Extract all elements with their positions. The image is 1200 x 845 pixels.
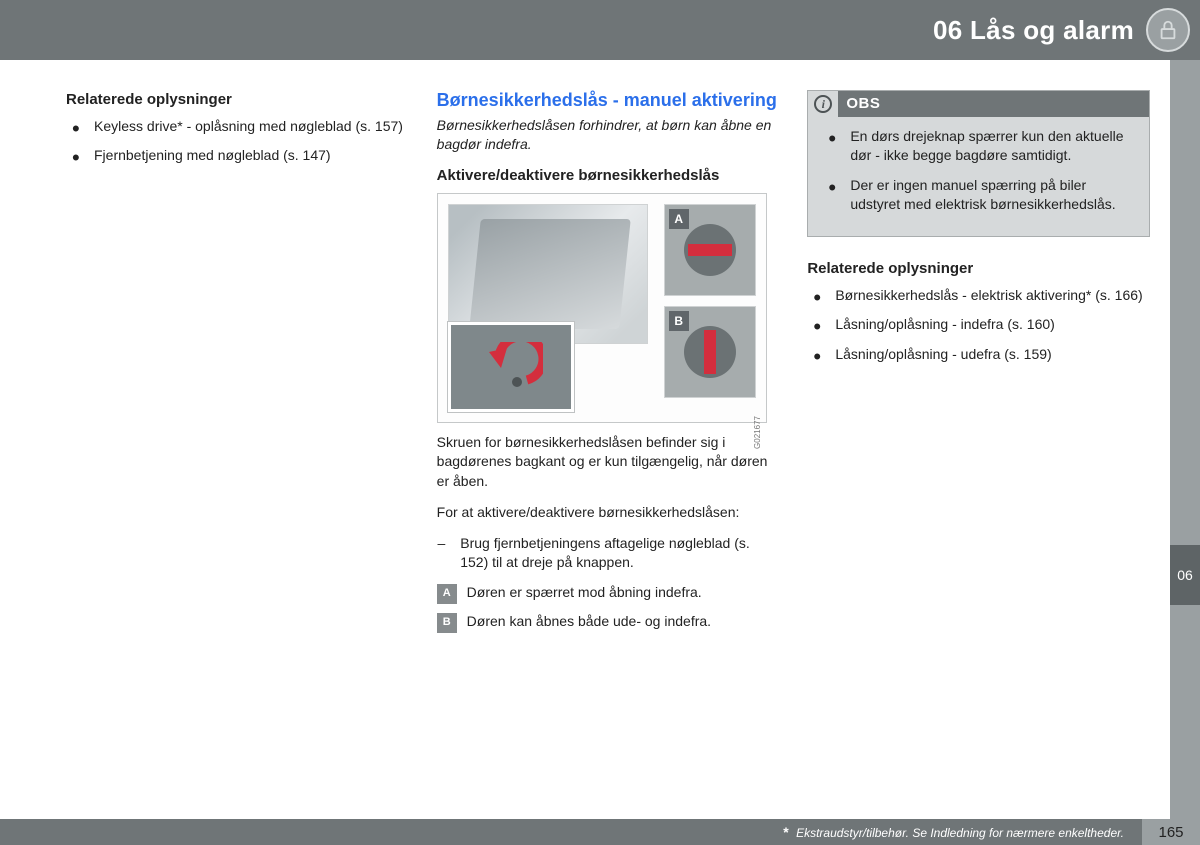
paragraph: Skruen for børnesikkerhedslåsen befinder… — [437, 433, 780, 491]
footnote: * Ekstraudstyr/tilbehør. Se Indledning f… — [783, 824, 1124, 840]
figure-id: G021677 — [752, 416, 763, 449]
section-intro: Børnesikkerhedslåsen forhindrer, at børn… — [437, 116, 780, 155]
footnote-text: Ekstraudstyr/tilbehør. Se Indledning for… — [796, 826, 1124, 840]
tag-b: B — [437, 613, 457, 633]
page-number: 165 — [1142, 819, 1200, 845]
right-sidebar — [1170, 0, 1200, 845]
page-footer: * Ekstraudstyr/tilbehør. Se Indledning f… — [0, 819, 1200, 845]
list-item: Børnesikkerhedslås - elektrisk aktiverin… — [807, 286, 1150, 305]
list-item: Låsning/oplåsning - indefra (s. 160) — [807, 315, 1150, 334]
figure-callout-knob — [448, 322, 574, 412]
info-icon: i — [808, 91, 838, 117]
lock-icon — [1146, 8, 1190, 52]
dash-list-item: – Brug fjernbetjeningens aftagelige nøgl… — [437, 534, 780, 573]
state-row-a: A Døren er spærret mod åbning indefra. — [437, 583, 780, 604]
figure-state-b: B — [664, 306, 756, 398]
figure-state-a: A — [664, 204, 756, 296]
related-info-heading-right: Relaterede oplysninger — [807, 259, 1150, 280]
label-a: A — [669, 209, 689, 229]
paragraph: For at aktivere/deaktivere børnesikkerhe… — [437, 503, 780, 522]
obs-note: i OBS En dørs drejeknap spærrer kun den … — [807, 90, 1150, 237]
manual-page: 06 Lås og alarm 06 Relaterede oplysninge… — [0, 0, 1200, 845]
column-3: i OBS En dørs drejeknap spærrer kun den … — [807, 90, 1150, 641]
state-b-text: Døren kan åbnes både ude- og indefra. — [467, 612, 711, 631]
chapter-title: 06 Lås og alarm — [933, 15, 1134, 46]
state-row-b: B Døren kan åbnes både ude- og indefra. — [437, 612, 780, 633]
section-subhead: Aktivere/deaktivere børnesikkerhedslås — [437, 166, 780, 187]
label-b: B — [669, 311, 689, 331]
list-item: Keyless drive* - oplåsning med nøgleblad… — [66, 117, 409, 136]
list-item: Der er ingen manuel spærring på biler ud… — [822, 176, 1137, 215]
obs-title: OBS — [838, 94, 880, 115]
footnote-star: * — [783, 824, 788, 840]
dash-text: Brug fjernbetjeningens aftagelige nøgleb… — [460, 534, 779, 573]
chapter-tab: 06 — [1170, 545, 1200, 605]
dash-bullet: – — [437, 534, 447, 573]
figure-child-lock: A B G021677 — [437, 193, 767, 423]
state-a-text: Døren er spærret mod åbning indefra. — [467, 583, 702, 602]
related-list-right: Børnesikkerhedslås - elektrisk aktiverin… — [807, 286, 1150, 364]
section-title: Børnesikkerhedslås - manuel aktivering — [437, 90, 780, 112]
obs-body: En dørs drejeknap spærrer kun den aktuel… — [808, 117, 1149, 236]
related-list-left: Keyless drive* - oplåsning med nøgleblad… — [66, 117, 409, 166]
chapter-header: 06 Lås og alarm — [0, 0, 1200, 60]
list-item: Låsning/oplåsning - udefra (s. 159) — [807, 345, 1150, 364]
list-item: Fjernbetjening med nøgleblad (s. 147) — [66, 146, 409, 165]
list-item: En dørs drejeknap spærrer kun den aktuel… — [822, 127, 1137, 166]
tag-a: A — [437, 584, 457, 604]
related-info-heading-left: Relaterede oplysninger — [66, 90, 409, 111]
content-columns: Relaterede oplysninger Keyless drive* - … — [66, 90, 1150, 641]
column-2: Børnesikkerhedslås - manuel aktivering B… — [437, 90, 780, 641]
obs-header: i OBS — [808, 91, 1149, 117]
column-1: Relaterede oplysninger Keyless drive* - … — [66, 90, 409, 641]
